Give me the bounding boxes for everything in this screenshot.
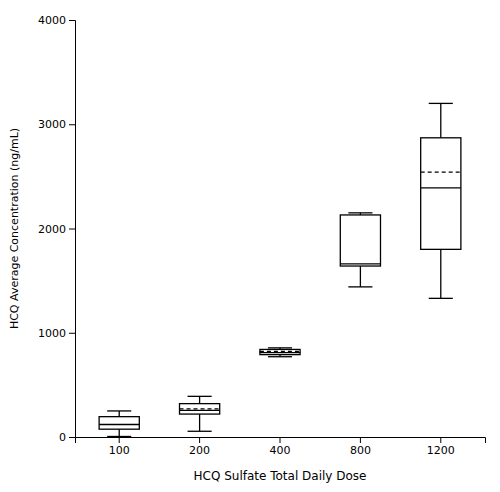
y-tick-mark — [69, 229, 75, 230]
x-axis-title: HCQ Sulfate Total Daily Dose — [194, 469, 367, 483]
whisker-cap-low — [188, 431, 212, 432]
x-tick-mark — [440, 437, 441, 443]
x-axis-line — [76, 438, 486, 444]
y-tick-mark — [69, 437, 75, 438]
mean-line — [421, 172, 461, 173]
box — [99, 411, 139, 437]
whisker-low — [199, 414, 200, 431]
y-tick-mark — [69, 124, 75, 125]
median-line — [180, 410, 220, 411]
median-line — [340, 263, 380, 264]
box — [260, 348, 300, 357]
x-tick: 200 — [189, 437, 210, 457]
whisker-cap-high — [429, 103, 453, 104]
whisker-high — [119, 411, 120, 417]
chart: 0 1000 2000 3000 4000 100 200 400 800 1200 HCQ Sul… — [0, 0, 500, 492]
y-axis-line — [69, 21, 76, 438]
whisker-cap-low — [429, 298, 453, 299]
whisker-cap-low — [348, 286, 372, 287]
x-tick-mark — [360, 437, 361, 443]
median-line — [260, 352, 300, 353]
y-tick-label: 1000 — [38, 327, 66, 340]
y-tick: 1000 — [38, 327, 75, 340]
y-axis: 0 1000 2000 3000 4000 — [38, 14, 76, 444]
plot-area: 0 1000 2000 3000 4000 100 200 400 800 1200 — [38, 14, 486, 457]
whisker-cap-low — [107, 436, 131, 437]
median-line — [421, 187, 461, 188]
x-tick-label: 100 — [109, 444, 130, 457]
box — [340, 213, 380, 287]
x-tick: 100 — [109, 437, 130, 457]
y-tick-mark — [69, 20, 75, 21]
y-tick: 0 — [59, 431, 75, 444]
box-body — [340, 215, 380, 266]
y-tick-label: 4000 — [38, 14, 66, 27]
whisker-cap-high — [188, 396, 212, 397]
y-tick-label: 0 — [59, 431, 66, 444]
x-tick-label: 1200 — [427, 444, 455, 457]
y-tick-mark — [69, 333, 75, 334]
x-axis: 100 200 400 800 1200 — [76, 437, 486, 457]
y-axis-title: HCQ Average Concentration (ng/mL) — [8, 128, 21, 329]
whisker-low — [360, 266, 361, 287]
x-tick: 1200 — [427, 437, 455, 457]
x-tick-label: 400 — [270, 444, 291, 457]
y-tick: 4000 — [38, 14, 75, 27]
x-tick-mark — [119, 437, 120, 443]
whisker-cap-high — [268, 347, 292, 348]
whisker-high — [199, 396, 200, 403]
box-body — [180, 404, 220, 414]
y-tick-label: 3000 — [38, 118, 66, 131]
whisker-low — [119, 429, 120, 436]
box-body — [99, 417, 139, 430]
whisker-cap-high — [348, 212, 372, 213]
box — [180, 396, 220, 431]
box-body — [421, 138, 461, 250]
whisker-high — [440, 103, 441, 137]
boxes — [99, 103, 461, 436]
y-tick: 3000 — [38, 118, 75, 131]
whisker-low — [440, 249, 441, 298]
x-tick: 400 — [270, 437, 291, 457]
y-tick-label: 2000 — [38, 223, 66, 236]
y-tick: 2000 — [38, 223, 75, 236]
median-line — [99, 424, 139, 425]
x-tick: 800 — [350, 437, 371, 457]
mean-line — [260, 351, 300, 352]
whisker-cap-high — [107, 410, 131, 411]
x-tick-label: 800 — [350, 444, 371, 457]
box-body — [260, 349, 300, 354]
x-tick-label: 200 — [189, 444, 210, 457]
whisker-cap-low — [268, 356, 292, 357]
box — [421, 103, 461, 298]
x-tick-mark — [199, 437, 200, 443]
x-tick-mark — [280, 437, 281, 443]
mean-line — [180, 408, 220, 409]
